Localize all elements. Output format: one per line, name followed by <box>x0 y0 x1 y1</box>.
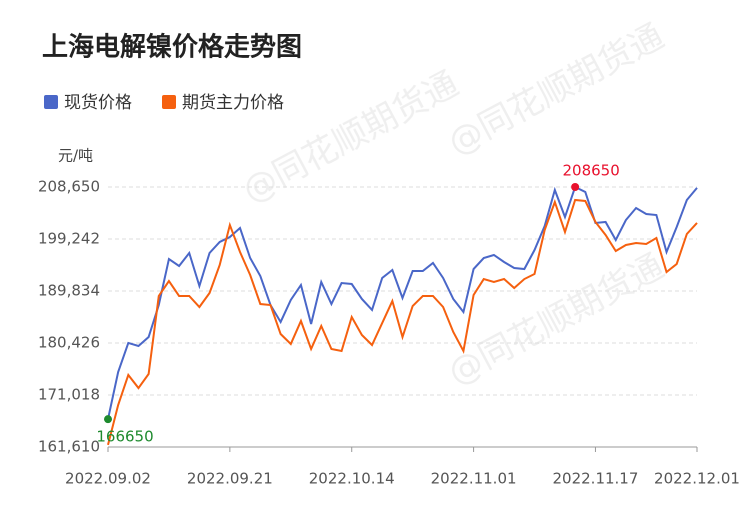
watermark: @同花顺期货通 <box>442 246 671 393</box>
series-line <box>107 185 698 420</box>
y-tick-label: 171,018 <box>38 386 100 404</box>
legend-swatch <box>44 95 58 109</box>
series-line <box>107 198 698 446</box>
legend-swatch <box>162 95 176 109</box>
watermark: @同花顺期货通 <box>236 64 465 211</box>
unit-label: 元/吨 <box>58 147 93 165</box>
x-tick-label: 2022.11.17 <box>553 470 639 488</box>
watermark: @同花顺期货通 <box>442 16 671 163</box>
x-tick-label: 2022.11.01 <box>431 470 517 488</box>
x-tick-label: 2022.09.02 <box>65 470 151 488</box>
x-tick-label: 2022.09.21 <box>187 470 273 488</box>
legend-label: 现货价格 <box>64 93 132 113</box>
y-tick-label: 161,610 <box>38 438 100 456</box>
y-tick-label: 199,242 <box>38 230 100 248</box>
extreme-marker <box>104 415 112 424</box>
y-tick-label: 189,834 <box>38 282 100 300</box>
y-tick-label: 180,426 <box>38 334 100 352</box>
extreme-label: 166650 <box>96 428 153 446</box>
x-tick-label: 2022.10.14 <box>309 470 395 488</box>
chart-title: 上海电解镍价格走势图 <box>42 32 302 63</box>
extreme-marker <box>571 183 580 191</box>
legend-label: 期货主力价格 <box>182 93 284 113</box>
y-tick-label: 208,650 <box>38 178 100 196</box>
x-tick-label: 2022.12.01 <box>654 470 740 488</box>
extreme-label: 208650 <box>563 162 620 180</box>
